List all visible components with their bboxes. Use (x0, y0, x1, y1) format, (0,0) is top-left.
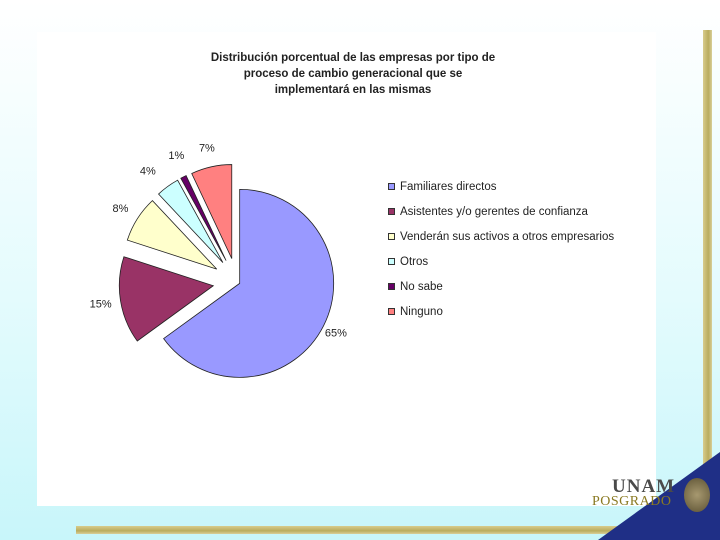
pie-label-venderan-sus-activos-a-otros-empresarios: 8% (113, 203, 129, 215)
legend-swatch (388, 283, 395, 290)
legend-label: Asistentes y/o gerentes de confianza (400, 205, 588, 218)
pie-label-familiares-directos: 65% (325, 327, 347, 339)
pie-slice-otros (157, 179, 224, 263)
legend-label: No sabe (400, 280, 443, 293)
legend-swatch (388, 258, 395, 265)
chart-title-line-1: Distribución porcentual de las empresas … (210, 52, 496, 64)
decorative-bar-right (703, 30, 712, 500)
legend-label: Familiares directos (400, 180, 497, 193)
unam-seal-icon (684, 478, 710, 512)
pie-label-otros: 4% (140, 165, 156, 177)
chart-title-line-2: proceso de cambio generacional que se (243, 68, 463, 80)
chart-title-line-3: implementará en las mismas (274, 84, 432, 96)
legend-item-familiares-directos: Familiares directos (388, 176, 614, 197)
legend-item-ninguno: Ninguno (388, 301, 614, 322)
chart-legend: Familiares directos Asistentes y/o gerent… (388, 176, 614, 326)
pie-label-ninguno: 7% (199, 142, 215, 154)
pie-slice-familiares-directos (163, 188, 334, 378)
legend-swatch (388, 183, 395, 190)
unam-posgrado-logo: UNAM POSGRADO (592, 476, 712, 520)
legend-label: Otros (400, 255, 429, 268)
legend-swatch (388, 233, 395, 240)
pie-slice-venderan-sus-activos-a-otros-empresarios (126, 200, 218, 270)
decorative-bar-bottom (76, 526, 636, 534)
chart-title: Distribución porcentual de las empresas … (188, 50, 518, 98)
legend-item-venderan-sus-activos-a-otros-empresarios: Venderán sus activos a otros empresarios (388, 226, 614, 247)
logo-unam-text: UNAM (612, 476, 676, 497)
legend-item-otros: Otros (388, 251, 614, 272)
legend-swatch (388, 308, 395, 315)
pie-slice-asistentes-y-o-gerentes-de-confianza (118, 256, 215, 342)
legend-item-asistentes-y-o-gerentes-de-confianza: Asistentes y/o gerentes de confianza (388, 201, 614, 222)
legend-swatch (388, 208, 395, 215)
pie-label-asistentes-y-o-gerentes-de-confianza: 15% (90, 299, 112, 311)
pie-label-no-sabe: 1% (168, 150, 184, 162)
legend-item-no-sabe: No sabe (388, 276, 614, 297)
logo-posgrado-text: POSGRADO (592, 494, 672, 509)
legend-label: Venderán sus activos a otros empresarios (400, 230, 615, 243)
pie-slice-ninguno (191, 164, 233, 259)
pie-slice-no-sabe (180, 175, 227, 261)
legend-label: Ninguno (400, 305, 443, 318)
